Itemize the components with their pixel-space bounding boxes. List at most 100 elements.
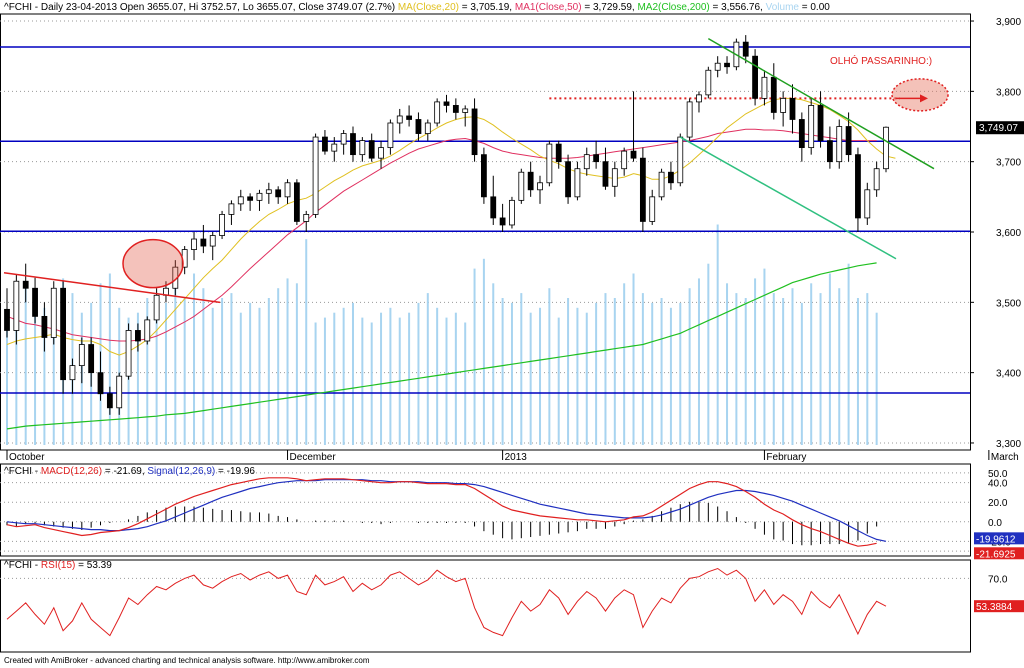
candle-body xyxy=(789,97,796,120)
symbol-line: ^FCHI - Daily 23-04-2013 Open 3655.07, H… xyxy=(4,2,396,13)
macd-header: ^FCHI - MACD(12,26) = -21.69, Signal(12,… xyxy=(4,466,255,477)
candle-body xyxy=(293,182,300,222)
volume-bar xyxy=(221,298,224,445)
volume-bar xyxy=(6,317,8,445)
volume-bar xyxy=(856,298,859,445)
volume-bar xyxy=(155,293,158,445)
ma200-label: MA2(Close,200) xyxy=(637,2,710,13)
volume-bar xyxy=(576,307,579,445)
signal-value: = -19.96 xyxy=(218,466,255,477)
ma200-line xyxy=(6,262,877,430)
candle-body xyxy=(836,126,843,163)
volume-bar xyxy=(164,302,167,445)
signal-value-label: -19.9612 xyxy=(976,534,1016,545)
candle-body xyxy=(583,154,590,170)
candle-body xyxy=(350,133,356,156)
volume-bar xyxy=(716,224,719,445)
candle-body xyxy=(639,157,646,222)
candle-body xyxy=(611,168,618,187)
candle-body xyxy=(770,76,777,113)
volume-bar xyxy=(697,278,700,445)
rsi-header: ^FCHI - RSI(15) = 53.39 xyxy=(4,560,112,571)
volume-bar xyxy=(146,298,149,445)
candle-body xyxy=(13,280,20,331)
candle-body xyxy=(200,238,207,247)
candle-body xyxy=(873,168,880,191)
volume-bar xyxy=(342,307,345,445)
rsi-value-label: 53.3884 xyxy=(976,602,1013,613)
volume-bar xyxy=(314,322,317,445)
candle-body xyxy=(32,287,38,317)
volume-bar xyxy=(510,302,513,445)
volume-bar xyxy=(763,268,766,445)
volume-bar xyxy=(389,307,392,445)
candle-body xyxy=(434,101,441,124)
volume-bar xyxy=(193,273,196,445)
volume-bar xyxy=(828,273,831,445)
price-tick-label: 3,500 xyxy=(996,298,1021,309)
candle-body xyxy=(499,217,506,226)
highlight-ellipse xyxy=(122,238,184,289)
volume-value: = 0.00 xyxy=(801,2,830,13)
candle-body xyxy=(481,154,487,198)
volume-label: Volume xyxy=(765,2,799,13)
x-tick-label: March xyxy=(991,452,1019,463)
macd-value-label: -21.6925 xyxy=(976,549,1016,560)
candle-body xyxy=(471,108,478,156)
volume-bar xyxy=(482,258,485,445)
volume-bar xyxy=(333,312,336,445)
volume-bar xyxy=(24,288,27,445)
signal-line xyxy=(6,479,887,542)
candle-body xyxy=(153,294,160,321)
candle-body xyxy=(60,287,67,381)
candle-body xyxy=(752,55,758,99)
volume-bar xyxy=(15,298,18,445)
credit-line: Created with AmiBroker - advanced charti… xyxy=(4,656,370,665)
volume-bar xyxy=(174,288,177,445)
candle-body xyxy=(97,372,104,395)
candle-body xyxy=(4,308,10,331)
volume-bar xyxy=(632,273,635,445)
volume-bar xyxy=(585,312,588,445)
volume-bar xyxy=(539,307,542,445)
candle-body xyxy=(686,101,693,138)
candle-body xyxy=(668,171,674,184)
last-price-tag xyxy=(976,121,1024,135)
candle-body xyxy=(845,126,852,156)
volume-bar xyxy=(819,293,822,445)
macd-line xyxy=(6,477,877,547)
volume-bar xyxy=(464,322,467,445)
candle-body xyxy=(340,133,347,145)
candle-body xyxy=(537,182,543,191)
candle-body xyxy=(864,189,871,219)
volume-bar xyxy=(277,288,280,445)
volume-bar xyxy=(735,293,738,445)
volume-bar xyxy=(520,293,523,445)
candle-body xyxy=(415,119,422,134)
volume-bar xyxy=(239,312,242,445)
volume-bar xyxy=(108,273,111,445)
volume-bar xyxy=(782,298,785,445)
x-tick-label: December xyxy=(290,452,337,463)
macd-label: MACD(12,26) xyxy=(40,466,103,477)
candle-body xyxy=(649,196,656,222)
volume-bar xyxy=(370,322,373,445)
candle-body xyxy=(368,140,375,159)
volume-bar xyxy=(744,298,747,445)
signal-value-tag xyxy=(974,532,1024,545)
signal-label: Signal(12,26,9) xyxy=(147,466,216,477)
candle-body xyxy=(228,203,235,215)
volume-bar xyxy=(810,283,813,445)
macd-tick-label: 50.0 xyxy=(988,469,1008,480)
volume-bar xyxy=(548,288,551,445)
candle-body xyxy=(265,189,272,194)
candle-body xyxy=(247,196,254,201)
volume-bar xyxy=(726,283,729,445)
volume-bar xyxy=(454,312,457,445)
candle-body xyxy=(41,315,48,338)
pane-frame xyxy=(0,463,971,557)
candle-body xyxy=(191,238,197,250)
candle-body xyxy=(443,101,450,106)
candle-body xyxy=(602,161,609,187)
